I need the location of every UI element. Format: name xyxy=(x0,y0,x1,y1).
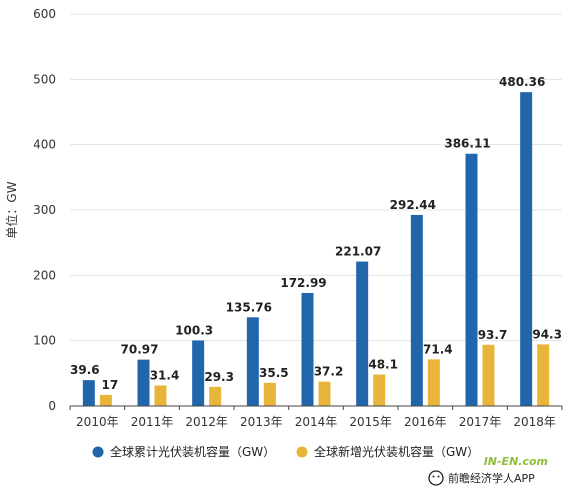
x-tick-label: 2015年 xyxy=(349,415,392,429)
data-label-cumulative: 221.07 xyxy=(335,245,381,259)
wechat-icon-eye-right xyxy=(437,475,440,478)
y-tick-label: 0 xyxy=(48,399,56,413)
x-tick-label: 2014年 xyxy=(295,415,338,429)
data-label-new: 93.7 xyxy=(478,328,508,342)
y-tick-label: 200 xyxy=(33,268,56,282)
y-tick-label: 300 xyxy=(33,203,56,217)
data-labels: 39.617 70.97 31.4 100.3 29.3 135.76 35.5 172.99… xyxy=(70,75,562,392)
data-label-new: 17 xyxy=(101,378,118,392)
gridlines xyxy=(70,13,562,342)
bar-cumulative xyxy=(82,380,95,406)
bar-new xyxy=(99,394,112,406)
bar-cumulative xyxy=(356,261,369,406)
x-tick-label: 2013年 xyxy=(240,415,283,429)
data-label-cumulative: 70.97 xyxy=(121,343,159,357)
legend-label: 全球累计光伏装机容量（GW） xyxy=(110,444,275,459)
data-label-cumulative: 386.11 xyxy=(444,137,490,151)
y-tick-label: 100 xyxy=(33,334,56,348)
legend-marker xyxy=(92,446,104,458)
app-watermark-text: 前瞻经济学人APP xyxy=(448,471,535,485)
data-label-new: 71.4 xyxy=(423,342,453,356)
x-tick-label: 2018年 xyxy=(513,415,556,429)
y-axis-label: 单位：GW xyxy=(4,181,19,238)
bar-new xyxy=(482,344,495,406)
bar-new xyxy=(318,381,331,406)
y-tick-label: 400 xyxy=(33,138,56,152)
bar-new xyxy=(373,374,386,406)
data-label-new: 29.3 xyxy=(204,370,234,384)
bar-cumulative xyxy=(410,214,423,406)
bar-cumulative xyxy=(137,359,150,406)
legend: 全球累计光伏装机容量（GW） 全球新增光伏装机容量（GW） xyxy=(92,444,479,459)
data-label-cumulative: 480.36 xyxy=(499,75,545,89)
y-tick-label: 500 xyxy=(33,72,56,86)
data-label-cumulative: 135.76 xyxy=(226,300,272,314)
x-tick-label: 2010年 xyxy=(76,415,119,429)
x-tick-label: 2017年 xyxy=(459,415,502,429)
data-label-new: 31.4 xyxy=(150,368,180,382)
bar-cumulative xyxy=(192,340,205,406)
bar-cumulative xyxy=(465,153,478,406)
x-tick-label: 2016年 xyxy=(404,415,447,429)
data-label-cumulative: 39.6 xyxy=(70,363,100,377)
data-label-cumulative: 292.44 xyxy=(390,198,436,212)
legend-label: 全球新增光伏装机容量（GW） xyxy=(314,444,479,459)
x-tick-label: 2012年 xyxy=(185,415,228,429)
bar-new xyxy=(537,344,550,406)
x-axis-ticks: 2010年 2011年 2012年 2013年 2014年 2015年 2016年 2017年… xyxy=(69,406,563,429)
data-label-cumulative: 172.99 xyxy=(280,276,326,290)
y-tick-label: 600 xyxy=(33,7,56,21)
data-label-new: 37.2 xyxy=(314,365,344,379)
bars xyxy=(82,92,550,407)
bar-new xyxy=(263,382,276,406)
watermark: IN-EN.com 前瞻经济学人APP xyxy=(428,455,548,486)
x-tick-label: 2011年 xyxy=(131,415,174,429)
bar-cumulative xyxy=(301,292,314,406)
data-label-cumulative: 100.3 xyxy=(175,323,213,337)
wechat-icon xyxy=(428,470,444,486)
site-watermark-text: IN-EN.com xyxy=(484,455,548,468)
data-label-new: 48.1 xyxy=(368,358,398,372)
bar-new xyxy=(154,385,167,406)
y-axis-ticks: 0 100 200 300 400 500 600 xyxy=(33,7,56,413)
data-label-new: 35.5 xyxy=(259,366,289,380)
legend-marker xyxy=(296,446,308,458)
bar-new xyxy=(209,386,222,406)
bar-cumulative xyxy=(246,317,259,406)
bar-cumulative xyxy=(520,92,533,407)
data-label-new: 94.3 xyxy=(532,327,562,341)
wechat-icon-eye-left xyxy=(432,475,435,478)
bar-new xyxy=(427,359,440,406)
